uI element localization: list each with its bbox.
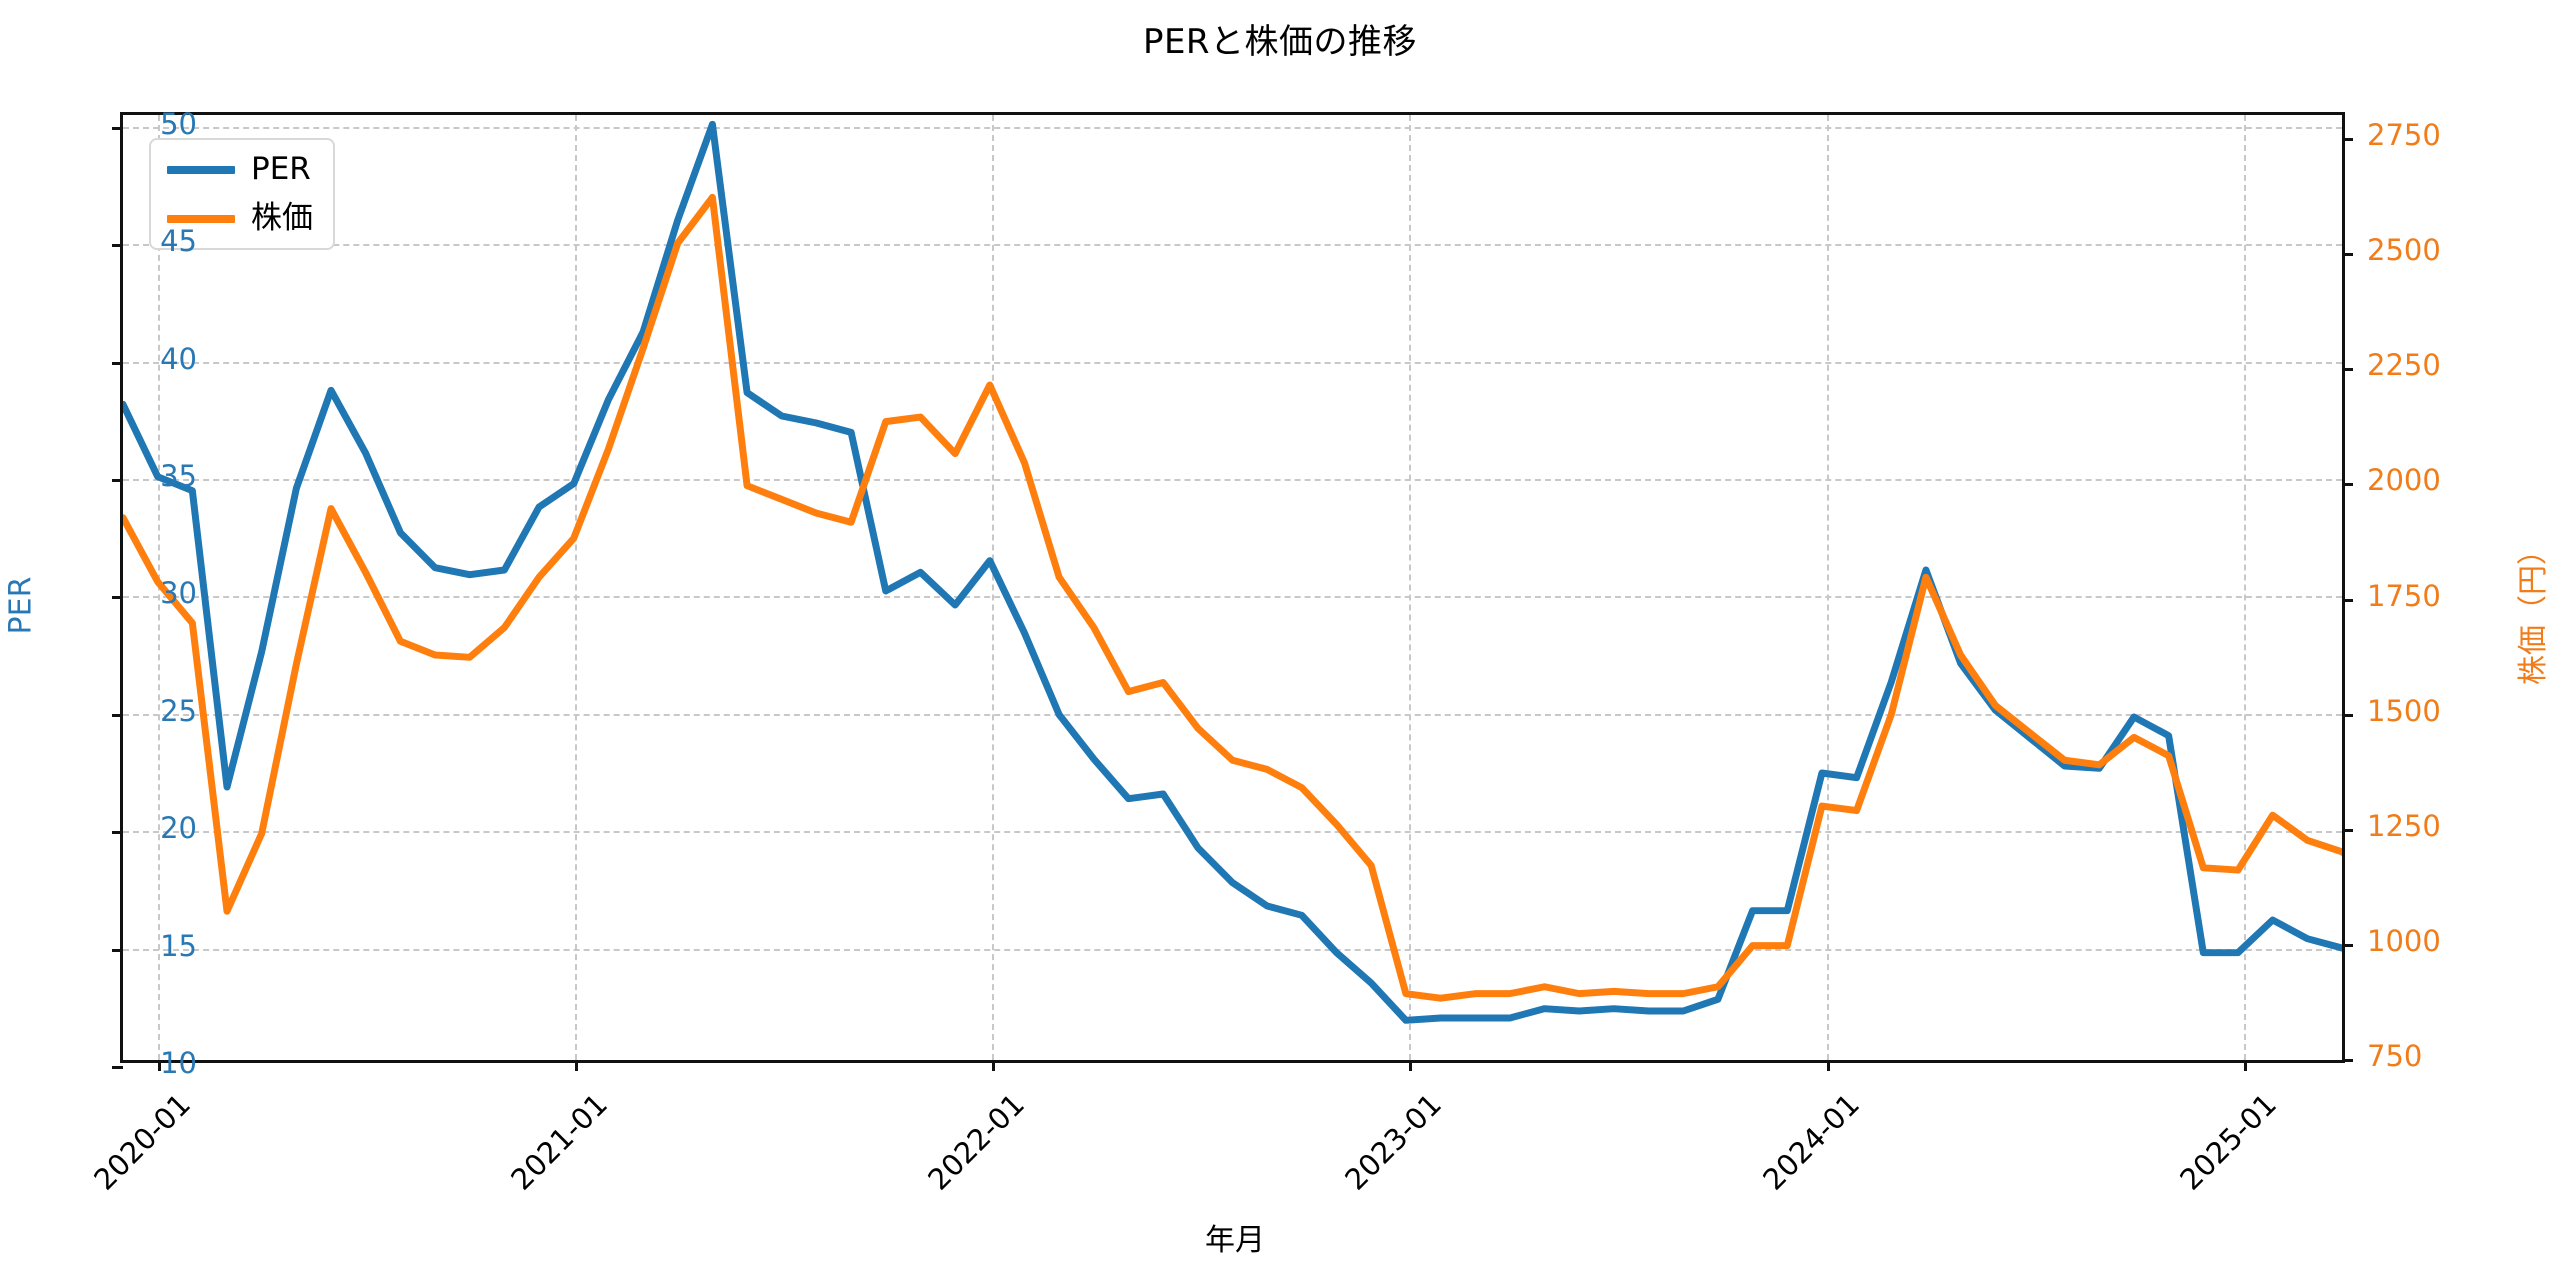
series-lines [123,120,2342,1024]
series-line-kabuka [123,193,2342,1002]
y-tick-label-right: 1250 [2367,808,2441,843]
tick-mark-right [2342,943,2353,947]
gridline-horizontal [123,361,2342,364]
gridline-vertical [2243,115,2246,1060]
gridline-horizontal [123,244,2342,247]
y-tick-label-left: 40 [160,341,197,376]
tick-mark-bottom [574,1060,578,1071]
tick-mark-bottom [1409,1060,1413,1071]
y-axis-right-label: 株価（円） [2516,535,2551,685]
tick-mark-right [2342,1059,2353,1063]
tick-mark-left [112,126,123,130]
tick-mark-right [2342,598,2353,602]
tick-mark-right [2342,138,2353,142]
legend-item-kabuka[interactable]: 株価 [167,203,313,234]
tick-mark-right [2342,368,2353,372]
y-tick-label-left: 30 [160,576,197,611]
series-line-per [123,120,2342,1024]
y-tick-label-right: 1750 [2367,578,2441,613]
legend-label: PER [251,151,311,187]
y-axis-left-label: PER [3,576,39,635]
y-tick-label-left: 45 [160,224,197,259]
x-axis-label: 年月 [1205,1223,1265,1258]
y-tick-label-right: 2000 [2367,463,2441,498]
plot-clip [123,115,2342,1060]
gridline-vertical [992,115,995,1060]
y-tick-label-left: 10 [160,1046,197,1080]
y-tick-label-right: 1500 [2367,693,2441,728]
legend-item-per[interactable]: PER [167,154,313,185]
tick-mark-bottom [992,1060,996,1071]
tick-mark-left [112,478,123,482]
legend-label: 株価 [251,200,313,236]
gridline-horizontal [123,948,2342,951]
gridline-vertical [574,115,577,1060]
tick-mark-right [2342,713,2353,717]
y-tick-label-right: 2750 [2367,118,2441,153]
tick-mark-left [112,713,123,717]
tick-mark-right [2342,483,2353,487]
y-tick-label-left: 35 [160,458,197,493]
legend-swatch-icon [167,165,235,174]
tick-mark-left [112,361,123,365]
tick-mark-left [112,596,123,600]
chart-legend[interactable]: PER 株価 [149,138,335,250]
gridline-horizontal [123,831,2342,834]
gridline-horizontal [123,596,2342,599]
tick-mark-left [112,244,123,248]
gridline-vertical [1826,115,1829,1060]
y-tick-label-left: 25 [160,693,197,728]
tick-mark-left [112,948,123,952]
gridline-vertical [1409,115,1412,1060]
tick-mark-left [112,1066,123,1069]
plot-area: PER 株価 [112,112,2353,1071]
tick-mark-right [2342,828,2353,832]
y-tick-label-right: 2500 [2367,233,2441,268]
y-tick-label-right: 2250 [2367,348,2441,383]
y-tick-label-left: 50 [160,106,197,141]
tick-mark-left [112,831,123,835]
y-tick-label-right: 1000 [2367,923,2441,958]
tick-mark-right [2342,253,2353,257]
gridline-horizontal [123,478,2342,481]
tick-mark-bottom [157,1060,161,1071]
y-tick-label-left: 15 [160,928,197,963]
gridline-horizontal [123,126,2342,129]
tick-mark-bottom [2243,1060,2247,1071]
legend-swatch-icon [167,214,235,223]
y-tick-label-right: 750 [2367,1039,2423,1074]
tick-mark-bottom [1826,1060,1830,1071]
y-tick-label-left: 20 [160,811,197,846]
chart-title: PERと株価の推移 [1142,22,1418,62]
gridline-horizontal [123,713,2342,716]
